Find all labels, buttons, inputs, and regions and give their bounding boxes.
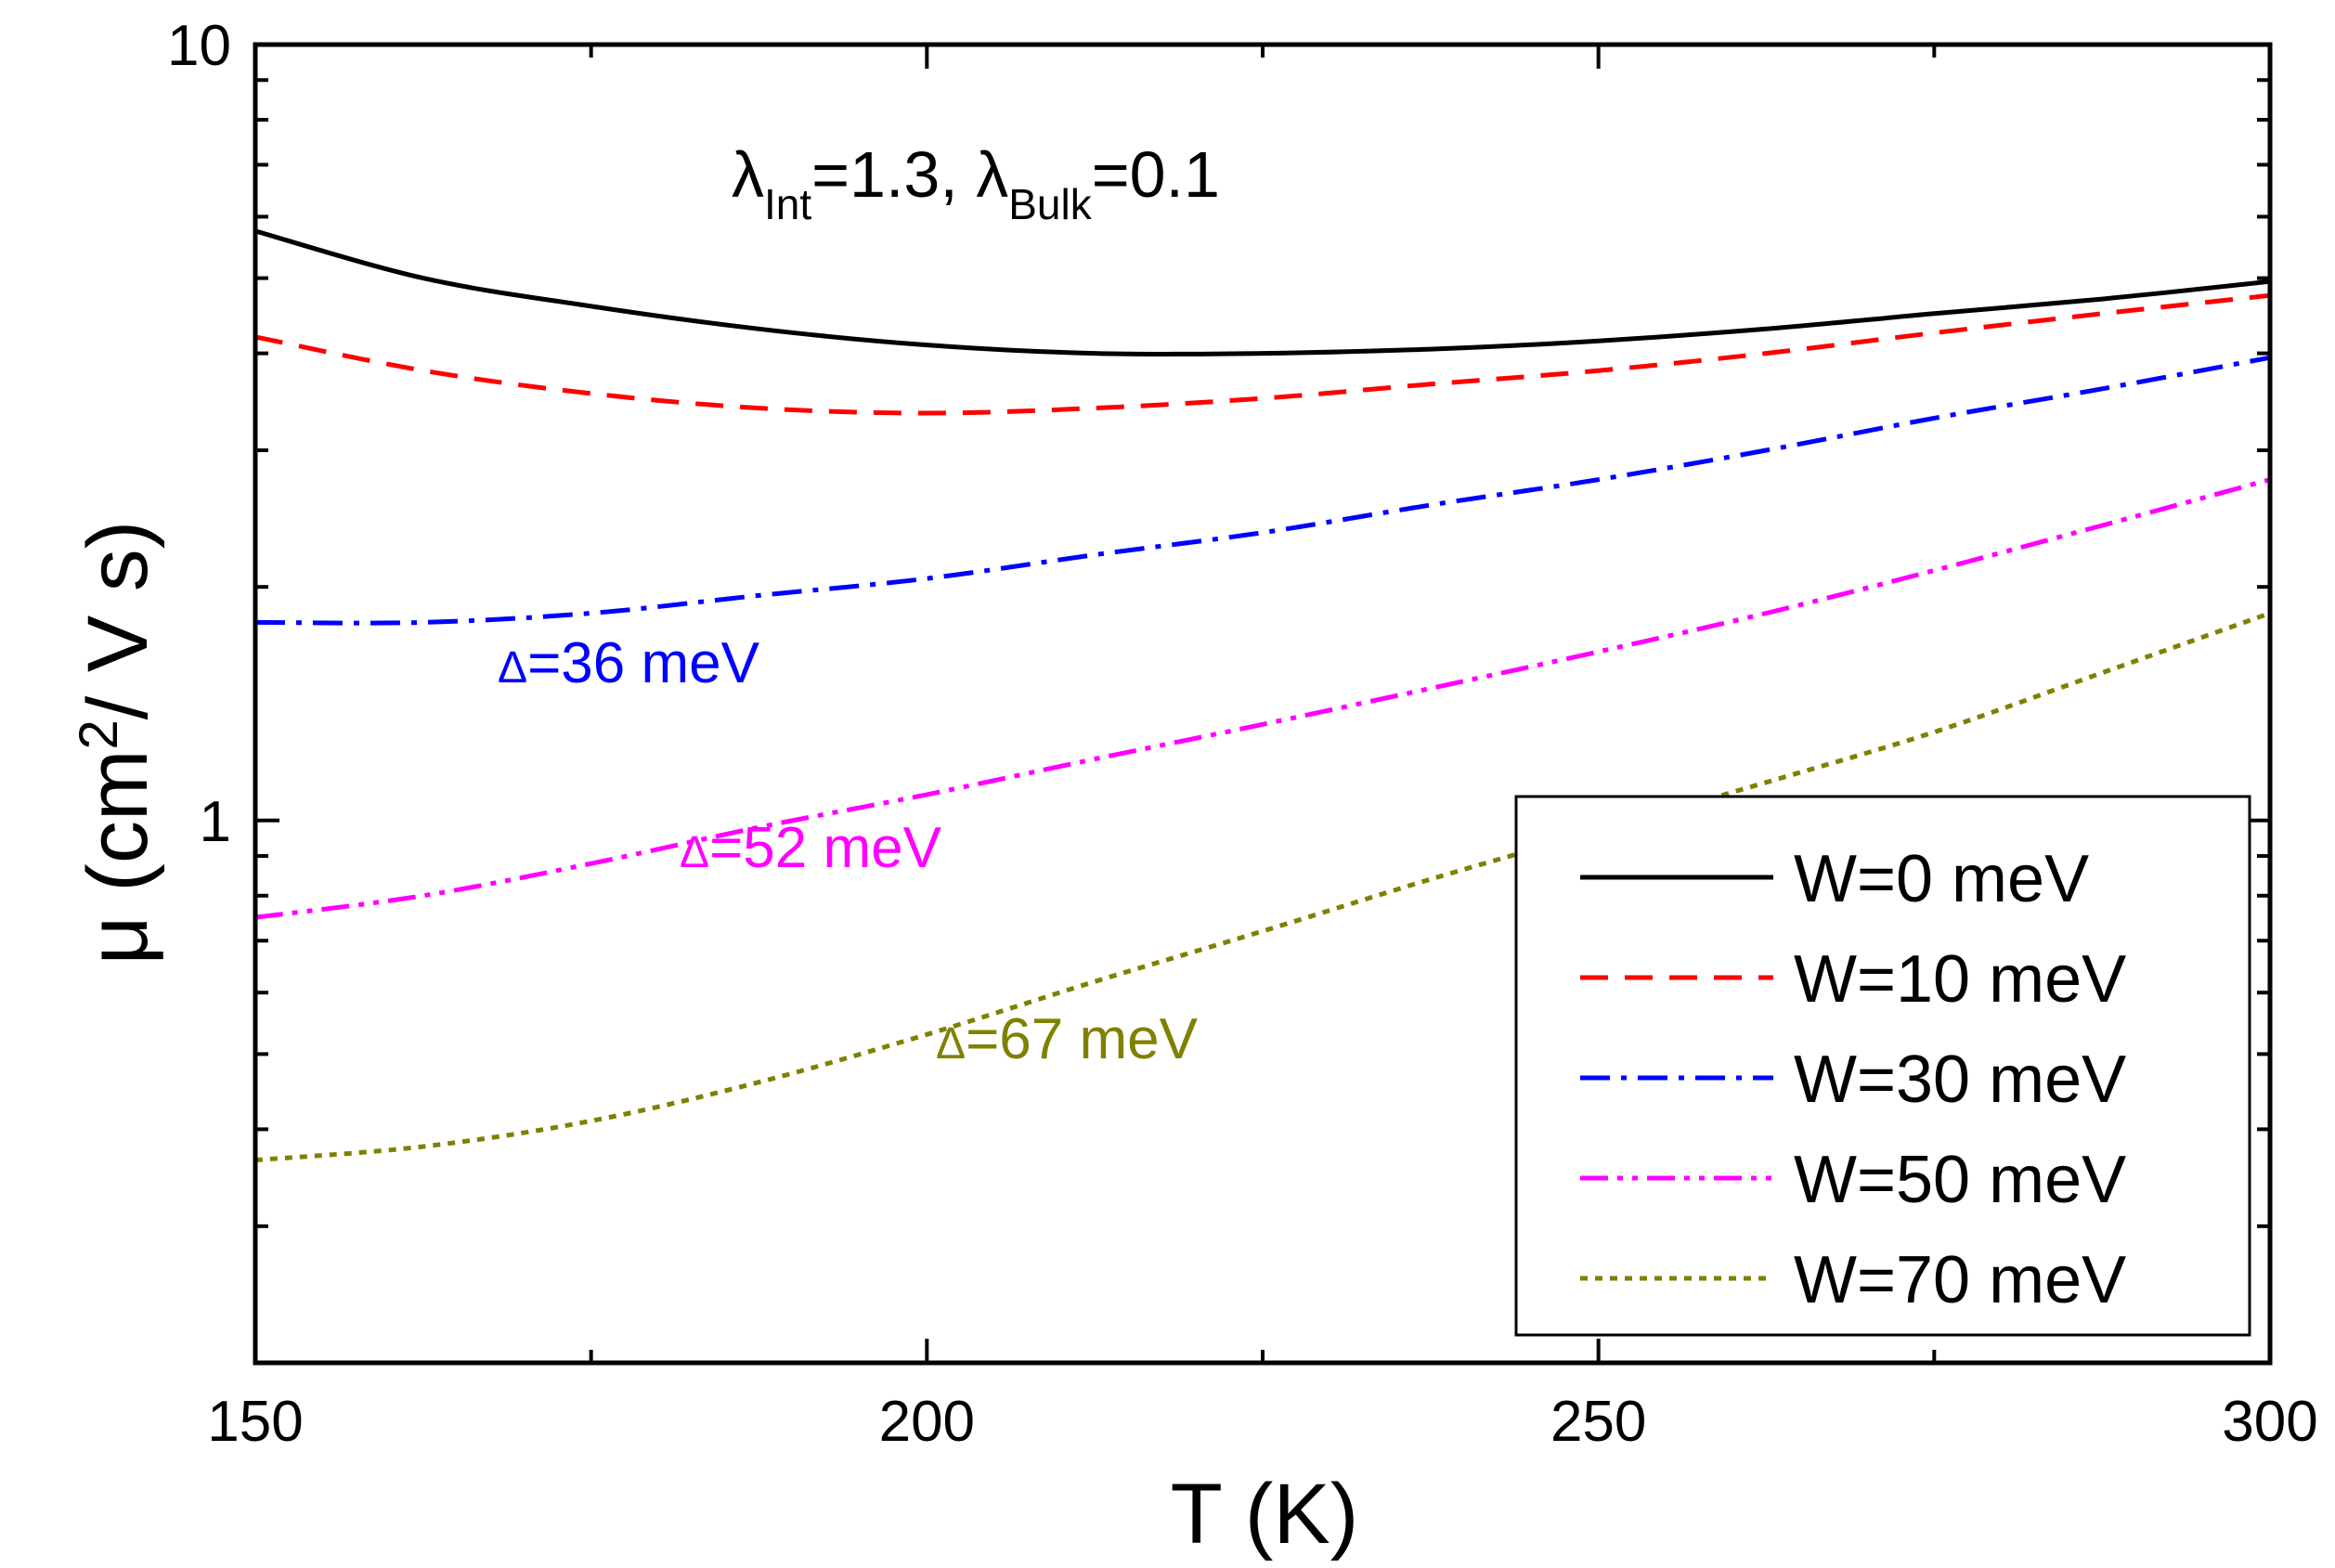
x-axis-title: T (K) xyxy=(1171,1467,1359,1562)
legend-label: W=0 meV xyxy=(1794,842,2089,916)
y-axis-title: μ (cm2/ V s) xyxy=(69,521,165,965)
y-tick-label: 10 xyxy=(167,14,231,78)
tick-labels: 150 200 250 300 1 10 xyxy=(167,14,2318,1454)
lambda-symbol-2: λ xyxy=(976,138,1008,211)
lambda-sub-int: Int xyxy=(764,180,811,228)
lambda-symbol: λ xyxy=(732,138,764,211)
legend-box xyxy=(1514,795,2251,1337)
x-tick-label: 200 xyxy=(879,1390,975,1454)
series-line-w30 xyxy=(254,355,2271,626)
annotation-text: =52 meV xyxy=(709,816,942,880)
legend-label: W=50 meV xyxy=(1794,1143,2126,1217)
plot-frame xyxy=(253,42,2273,1366)
annotation-delta-67: Δ=67 meV xyxy=(936,1007,1199,1071)
legend-label: W=10 meV xyxy=(1794,942,2126,1017)
y-axis-title-rest: / V s) xyxy=(71,521,165,720)
legend-label: W=70 meV xyxy=(1794,1243,2126,1317)
series-line-w50 xyxy=(254,477,2271,920)
series-line-w0 xyxy=(254,228,2271,356)
legend-label: W=30 meV xyxy=(1794,1043,2126,1117)
annotation-text: =67 meV xyxy=(966,1007,1199,1071)
lambda-value-2: =0.1 xyxy=(1092,138,1220,211)
delta-symbol: Δ xyxy=(680,828,709,877)
x-tick-label: 300 xyxy=(2222,1390,2317,1454)
y-axis-title-base: μ (cm xyxy=(71,750,165,965)
series-lines xyxy=(254,228,2271,1163)
x-tick-label: 150 xyxy=(207,1390,303,1454)
parameter-annotation: λInt=1.3, λBulk=0.1 xyxy=(732,138,1220,228)
x-tick-label: 250 xyxy=(1550,1390,1646,1454)
y-tick-label: 1 xyxy=(200,790,231,854)
delta-symbol: Δ xyxy=(498,643,527,693)
annotation-delta-52: Δ=52 meV xyxy=(680,816,942,880)
delta-symbol: Δ xyxy=(936,1019,966,1069)
legend: W=0 meV W=10 meV W=30 meV W=50 meV W=70 meV xyxy=(1514,795,2251,1337)
lambda-value-1: =1.3, xyxy=(811,138,976,211)
lambda-sub-bulk: Bulk xyxy=(1008,180,1092,228)
y-axis-title-sup: 2 xyxy=(69,719,129,749)
annotation-text: =36 meV xyxy=(527,631,760,695)
annotation-delta-36: Δ=36 meV xyxy=(498,631,760,695)
